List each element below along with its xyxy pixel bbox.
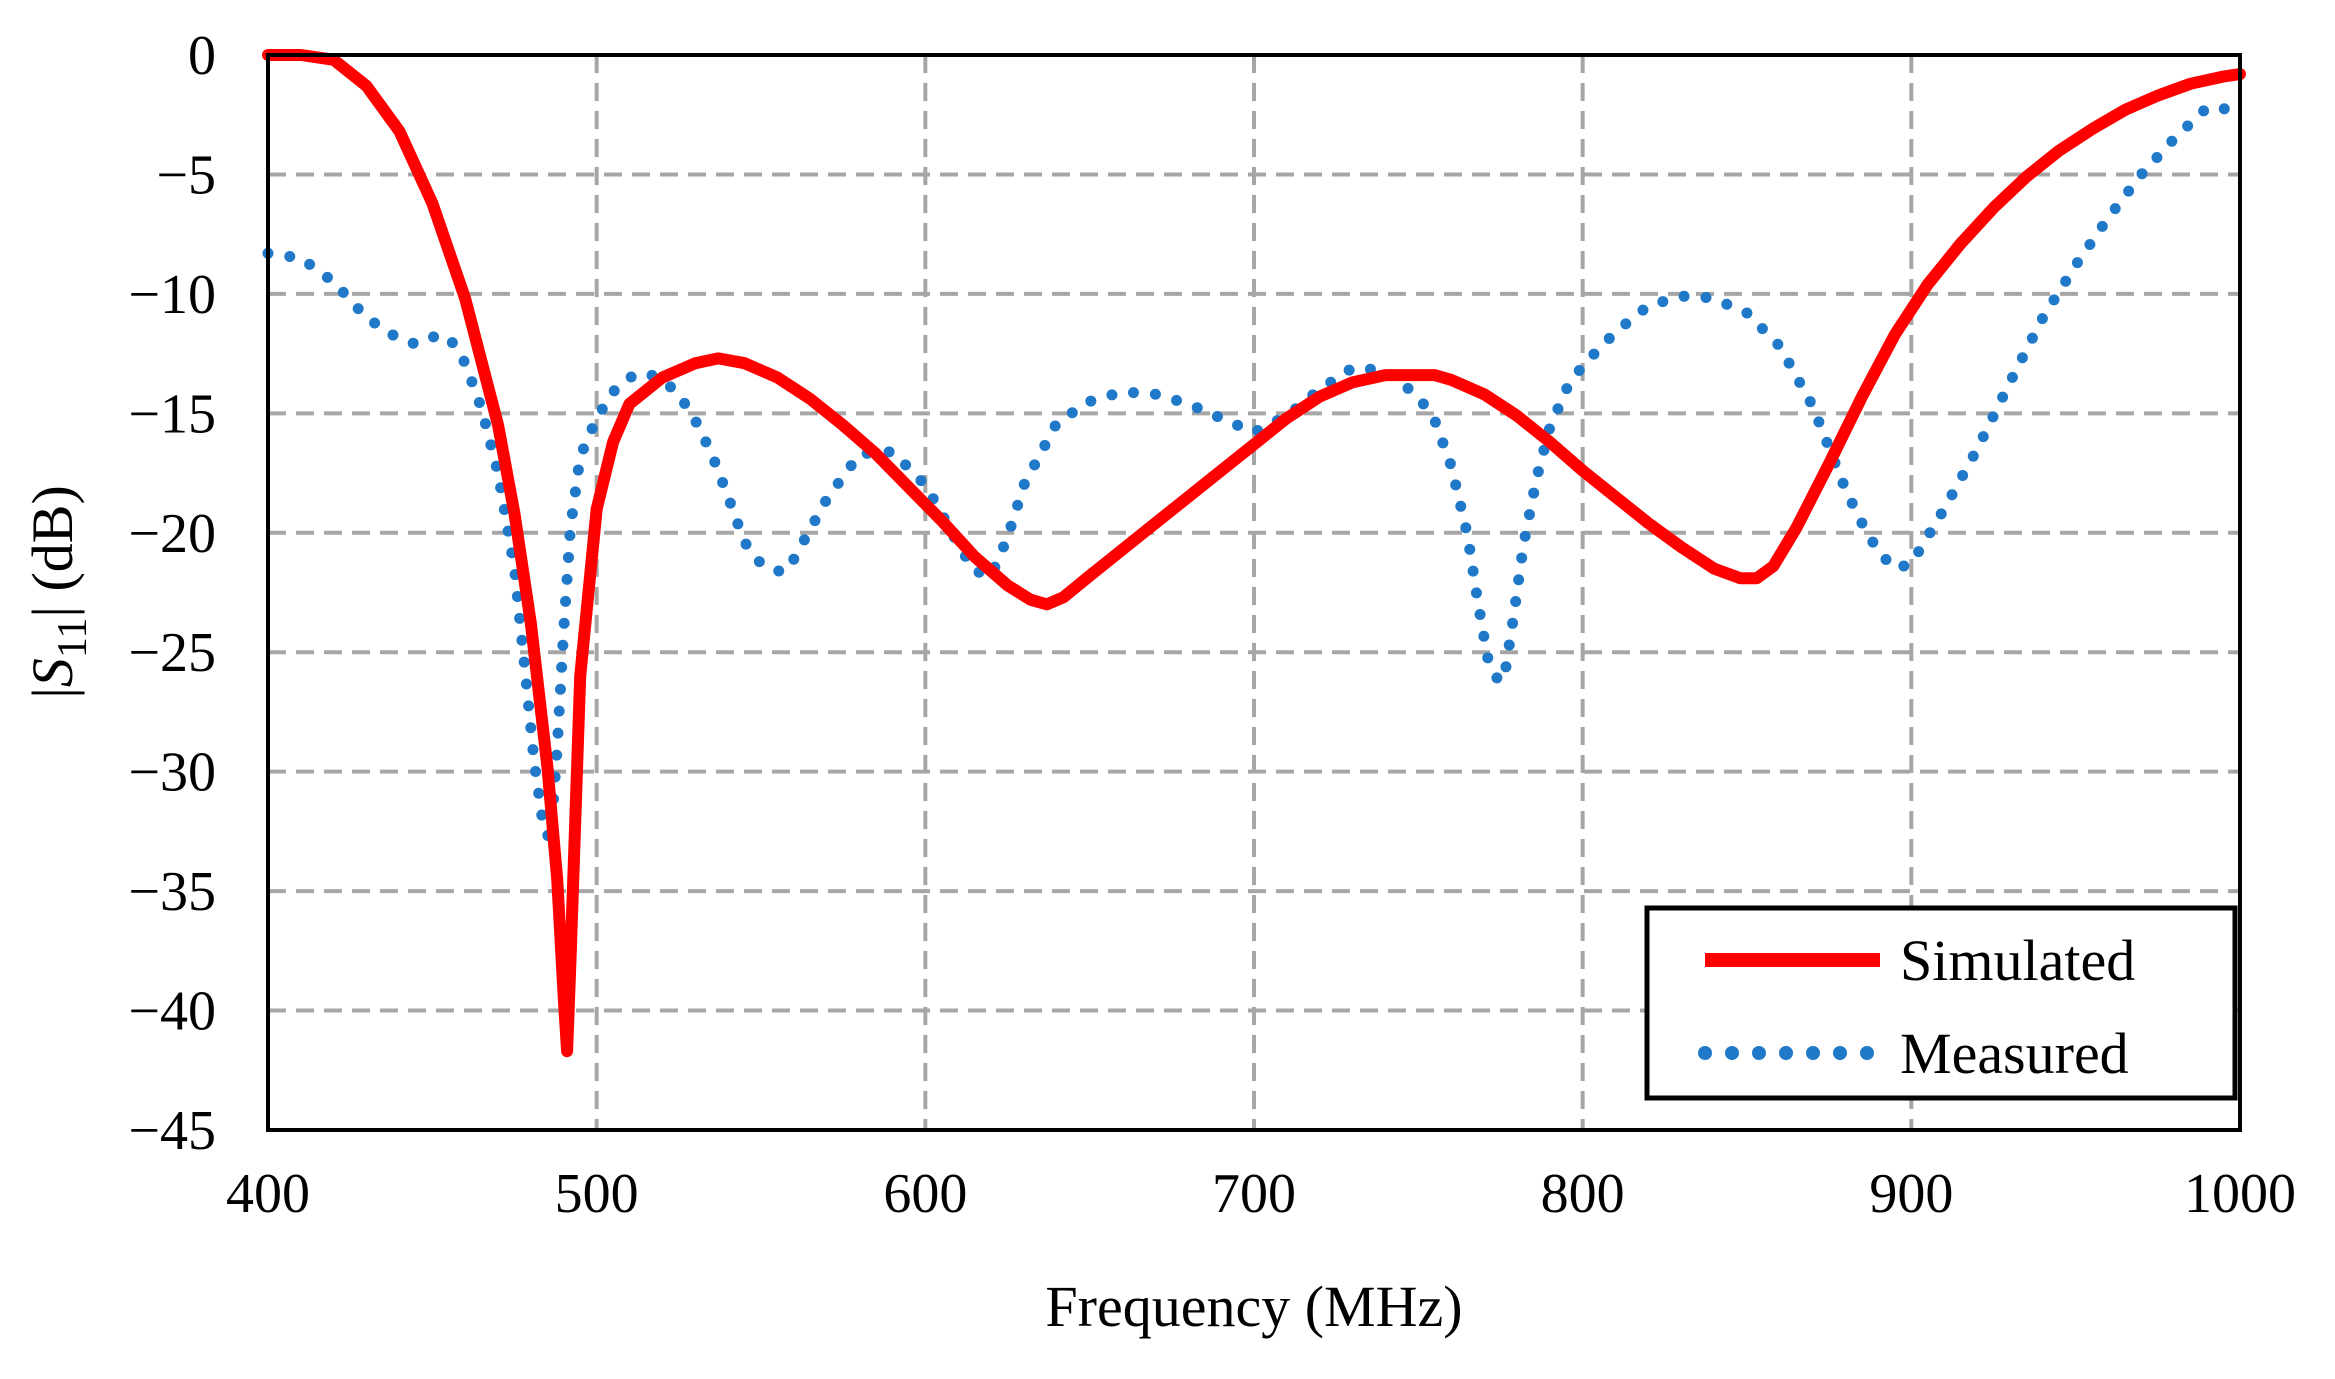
legend-box [1644, 905, 2238, 1101]
x-tick-label: 400 [226, 1163, 310, 1225]
y-tick-label: −40 [128, 981, 216, 1043]
y-tick-label: −15 [128, 383, 216, 445]
series-line-simulated [262, 49, 2246, 1058]
x-tick-label: 1000 [2184, 1163, 2296, 1225]
y-axis-title-post: | (dB) [20, 485, 85, 617]
x-tick-label: 700 [1212, 1163, 1296, 1225]
x-axis-title: Frequency (MHz) [1045, 1274, 1462, 1339]
y-tick-label: −35 [128, 861, 216, 923]
legend-label-measured: Measured [1900, 1021, 2129, 1086]
y-axis-title: |S11| (dB) [20, 485, 96, 699]
legend: Simulated Measured [1644, 905, 2238, 1101]
y-axis: 0 −5 −10 −15 −20 −25 −30 −35 −40 −45 [128, 25, 216, 1162]
y-tick-label: −30 [128, 742, 216, 804]
y-axis-title-symbol: S [20, 658, 85, 687]
plot-area [266, 53, 2242, 1132]
y-tick-label: −45 [128, 1100, 216, 1162]
grid [268, 55, 2240, 1130]
x-axis: 400 500 600 700 800 900 1000 [226, 1163, 2296, 1225]
series-layer [262, 49, 2246, 1058]
x-tick-label: 800 [1541, 1163, 1625, 1225]
x-tick-label: 900 [1869, 1163, 1953, 1225]
y-tick-label: 0 [188, 25, 216, 87]
y-axis-title-subscript: 11 [50, 618, 96, 658]
y-tick-label: −25 [128, 622, 216, 684]
x-tick-label: 500 [555, 1163, 639, 1225]
y-tick-label: −10 [128, 264, 216, 326]
legend-label-simulated: Simulated [1900, 928, 2135, 993]
y-tick-label: −20 [128, 503, 216, 565]
y-axis-title-pre: | [20, 687, 85, 699]
x-tick-label: 600 [883, 1163, 967, 1225]
y-tick-label: −5 [156, 144, 216, 206]
